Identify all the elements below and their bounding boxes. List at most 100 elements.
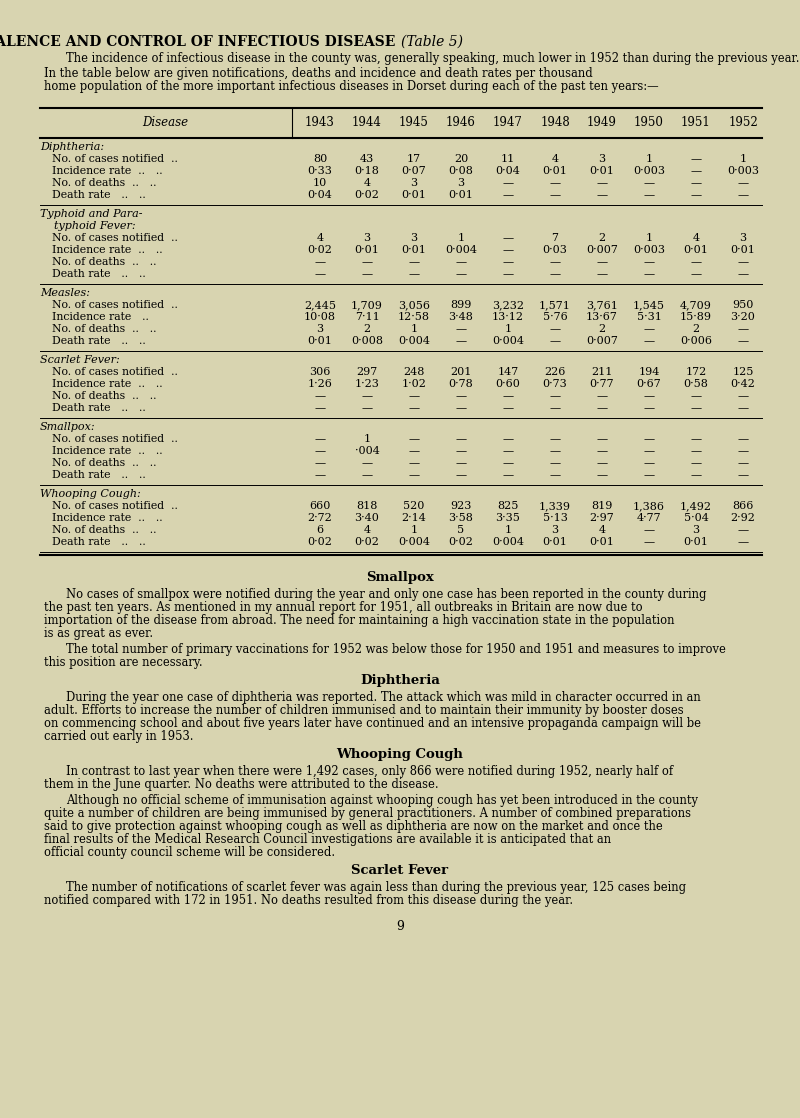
Text: Diphtheria:: Diphtheria: [40,142,104,152]
Text: Death rate .. ..: Death rate .. .. [52,537,146,547]
Text: —: — [738,470,749,480]
Text: this position are necessary.: this position are necessary. [44,656,202,669]
Text: 1,709: 1,709 [351,300,383,310]
Text: 0·007: 0·007 [586,245,618,255]
Text: —: — [550,470,561,480]
Text: 1945: 1945 [399,116,429,129]
Text: —: — [597,434,607,444]
Text: 3: 3 [363,233,370,243]
Text: 2,445: 2,445 [304,300,336,310]
Text: Death rate .. ..: Death rate .. .. [52,269,146,280]
Text: Incidence rate  .. ..: Incidence rate .. .. [52,446,162,456]
Text: 248: 248 [403,367,425,377]
Text: 0·01: 0·01 [683,537,709,547]
Text: 0·01: 0·01 [542,165,567,176]
Text: 0·01: 0·01 [402,245,426,255]
Text: 0·004: 0·004 [445,245,477,255]
Text: 0·08: 0·08 [449,165,474,176]
Text: The number of notifications of scarlet fever was again less than during the prev: The number of notifications of scarlet f… [66,881,686,894]
Text: 0·003: 0·003 [633,165,665,176]
Text: —: — [690,458,702,468]
Text: During the year one case of diphtheria was reported. The attack which was mild i: During the year one case of diphtheria w… [66,691,701,704]
Text: No. of deaths  .. ..: No. of deaths .. .. [52,324,157,334]
Text: 201: 201 [450,367,472,377]
Text: 4: 4 [598,525,606,536]
Text: —: — [550,434,561,444]
Text: 4: 4 [551,154,558,164]
Text: —: — [455,470,466,480]
Text: 1: 1 [739,154,746,164]
Text: —: — [738,257,749,267]
Text: 0·004: 0·004 [398,337,430,345]
Text: Death rate .. ..: Death rate .. .. [52,470,146,480]
Text: —: — [314,257,326,267]
Text: —: — [550,324,561,334]
Text: —: — [409,391,419,401]
Text: 3,232: 3,232 [492,300,524,310]
Text: 211: 211 [591,367,613,377]
Text: 15·89: 15·89 [680,312,712,322]
Text: 10: 10 [313,178,327,188]
Text: —: — [314,391,326,401]
Text: 0·01: 0·01 [590,537,614,547]
Text: —: — [314,458,326,468]
Text: 6: 6 [317,525,323,536]
Text: —: — [690,470,702,480]
Text: 0·003: 0·003 [633,245,665,255]
Text: 4: 4 [363,525,370,536]
Text: —: — [362,269,373,280]
Text: 0·18: 0·18 [354,165,379,176]
Text: —: — [738,458,749,468]
Text: 923: 923 [450,501,472,511]
Text: 1943: 1943 [305,116,335,129]
Text: No cases of smallpox were notified during the year and only one case has been re: No cases of smallpox were notified durin… [66,588,706,601]
Text: —: — [690,391,702,401]
Text: ·004: ·004 [354,446,379,456]
Text: —: — [550,337,561,345]
Text: —: — [597,257,607,267]
Text: —: — [314,269,326,280]
Text: 2·97: 2·97 [590,513,614,523]
Text: 660: 660 [310,501,330,511]
Text: 1: 1 [363,434,370,444]
Text: —: — [690,257,702,267]
Text: —: — [362,391,373,401]
Text: —: — [502,446,514,456]
Text: Whooping Cough: Whooping Cough [337,748,463,761]
Text: 10·08: 10·08 [304,312,336,322]
Text: —: — [643,324,654,334]
Text: —: — [314,434,326,444]
Text: —: — [643,402,654,413]
Text: official county council scheme will be considered.: official county council scheme will be c… [44,846,335,859]
Text: —: — [643,257,654,267]
Text: —: — [502,434,514,444]
Text: —: — [597,446,607,456]
Text: Disease: Disease [142,116,188,129]
Text: 0·01: 0·01 [590,165,614,176]
Text: —: — [738,269,749,280]
Text: (Table 5): (Table 5) [401,35,463,49]
Text: 226: 226 [544,367,566,377]
Text: —: — [643,525,654,536]
Text: No. of cases notified  ..: No. of cases notified .. [52,233,178,243]
Text: 3: 3 [551,525,558,536]
Text: 0·01: 0·01 [542,537,567,547]
Text: 172: 172 [686,367,706,377]
Text: 0·01: 0·01 [449,190,474,200]
Text: 0·01: 0·01 [354,245,379,255]
Text: —: — [502,391,514,401]
Text: —: — [502,269,514,280]
Text: No. of deaths  .. ..: No. of deaths .. .. [52,525,157,536]
Text: 0·007: 0·007 [586,337,618,345]
Text: —: — [550,391,561,401]
Text: 1,339: 1,339 [539,501,571,511]
Text: 1: 1 [646,233,653,243]
Text: No. of cases notified  ..: No. of cases notified .. [52,434,178,444]
Text: —: — [455,257,466,267]
Text: 1944: 1944 [352,116,382,129]
Text: importation of the disease from abroad. The need for maintaining a high vaccinat: importation of the disease from abroad. … [44,614,674,627]
Text: 3·48: 3·48 [449,312,474,322]
Text: home population of the more important infectious diseases in Dorset during each : home population of the more important in… [44,80,658,93]
Text: 0·004: 0·004 [398,537,430,547]
Text: 1,492: 1,492 [680,501,712,511]
